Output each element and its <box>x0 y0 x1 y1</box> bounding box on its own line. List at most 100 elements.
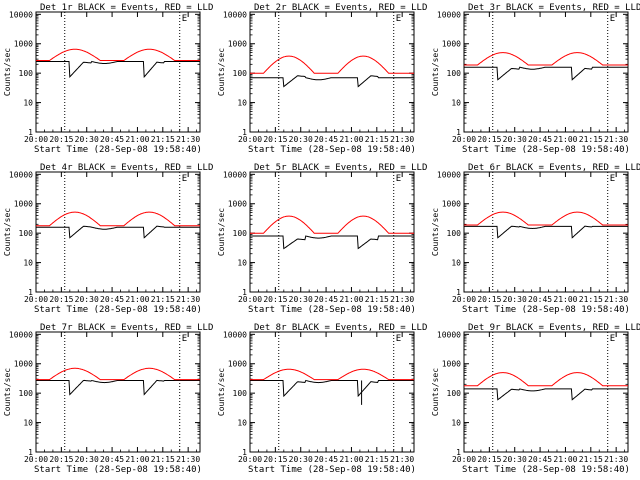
y-tick-label: 1000 <box>228 200 247 209</box>
plot-frame <box>35 11 201 133</box>
panel-title: Det 1r BLACK = Events, RED = LLD <box>40 3 213 13</box>
panel-marker: E <box>182 334 187 344</box>
plot-frame <box>463 331 629 453</box>
lld-series-line <box>464 372 628 387</box>
x-axis-label: Start Time (28-Sep-08 19:58:40) <box>462 305 630 315</box>
y-tick-label: 1 <box>28 448 33 457</box>
detector-panel-5: Det 5r BLACK = Events, RED = LLD 1 10 100 10… <box>217 163 427 315</box>
y-tick-label: 1000 <box>14 200 33 209</box>
x-tick-label: 20:15 <box>49 295 73 304</box>
events-series-line <box>36 60 200 78</box>
x-tick-label: 21:30 <box>390 455 414 464</box>
x-tick-label: 20:00 <box>238 135 262 144</box>
y-axis-label: Counts/sec <box>431 208 440 256</box>
panel-title: Det 4r BLACK = Events, RED = LLD <box>40 163 213 173</box>
y-axis-label: Counts/sec <box>3 208 12 256</box>
x-tick-label: 21:15 <box>151 295 175 304</box>
y-axis-label: Counts/sec <box>217 368 226 416</box>
plot-frame <box>35 331 201 453</box>
events-series-line <box>464 225 628 239</box>
plot-frame <box>35 171 201 293</box>
y-tick-label: 100 <box>19 69 34 78</box>
events-series-line <box>250 379 414 398</box>
panel-marker: E <box>182 174 187 184</box>
lld-series-line <box>250 215 414 234</box>
y-tick-label: 1000 <box>442 360 461 369</box>
x-tick-label: 20:45 <box>528 135 552 144</box>
events-series-line <box>36 379 200 396</box>
events-series-line <box>250 235 414 250</box>
y-tick-label: 10000 <box>9 330 33 339</box>
y-tick-label: 10 <box>23 419 33 428</box>
y-tick-label: 10000 <box>437 170 461 179</box>
x-tick-label: 20:00 <box>24 135 48 144</box>
y-axis-label: Counts/sec <box>431 368 440 416</box>
y-tick-label: 1 <box>28 128 33 137</box>
y-tick-label: 10 <box>451 99 461 108</box>
y-tick-label: 1000 <box>14 360 33 369</box>
y-tick-label: 1 <box>456 288 461 297</box>
x-tick-label: 20:00 <box>24 295 48 304</box>
x-tick-label: 21:30 <box>176 295 200 304</box>
y-tick-label: 10 <box>23 259 33 268</box>
x-tick-label: 20:30 <box>289 295 313 304</box>
y-tick-label: 1000 <box>442 200 461 209</box>
lld-series-line <box>36 367 200 381</box>
x-tick-label: 20:45 <box>100 455 124 464</box>
panel-title: Det 5r BLACK = Events, RED = LLD <box>254 163 427 173</box>
lld-series-line <box>250 368 414 381</box>
y-tick-label: 1 <box>456 128 461 137</box>
detector-panel-3: Det 3r BLACK = Events, RED = LLD 1 10 100 10… <box>431 3 640 155</box>
x-axis-label: Start Time (28-Sep-08 19:58:40) <box>34 305 202 315</box>
x-tick-label: 20:00 <box>452 455 476 464</box>
plot-frame <box>249 331 415 453</box>
x-axis-label: Start Time (28-Sep-08 19:58:40) <box>462 465 630 475</box>
y-tick-label: 100 <box>233 69 248 78</box>
x-tick-label: 21:00 <box>125 295 149 304</box>
x-tick-label: 21:15 <box>579 295 603 304</box>
y-tick-label: 1 <box>456 448 461 457</box>
panel-title: Det 7r BLACK = Events, RED = LLD <box>40 323 213 333</box>
panel-title: Det 6r BLACK = Events, RED = LLD <box>468 163 640 173</box>
lld-series-line <box>36 211 200 227</box>
panel-marker: E <box>182 14 187 24</box>
x-tick-label: 20:30 <box>503 455 527 464</box>
y-tick-label: 100 <box>447 389 462 398</box>
y-axis-label: Counts/sec <box>431 48 440 96</box>
y-tick-label: 100 <box>19 229 34 238</box>
x-tick-label: 20:15 <box>49 455 73 464</box>
x-tick-label: 21:00 <box>125 135 149 144</box>
y-tick-label: 10000 <box>9 10 33 19</box>
events-series-line <box>250 75 414 88</box>
detector-panel-2: Det 2r BLACK = Events, RED = LLD 1 10 100 10… <box>217 3 427 155</box>
panel-title: Det 2r BLACK = Events, RED = LLD <box>254 3 427 13</box>
y-tick-label: 1000 <box>228 40 247 49</box>
panel-marker: E <box>610 14 615 24</box>
lld-series-line <box>250 55 414 74</box>
x-tick-label: 21:00 <box>339 295 363 304</box>
y-axis-label: Counts/sec <box>3 368 12 416</box>
y-tick-label: 10 <box>451 259 461 268</box>
events-series-line <box>464 388 628 401</box>
x-axis-label: Start Time (28-Sep-08 19:58:40) <box>248 305 416 315</box>
x-tick-label: 21:15 <box>365 295 389 304</box>
x-tick-label: 20:30 <box>75 135 99 144</box>
x-tick-label: 21:15 <box>365 455 389 464</box>
detector-panel-6: Det 6r BLACK = Events, RED = LLD 1 10 100 10… <box>431 163 640 315</box>
y-tick-label: 100 <box>233 389 248 398</box>
x-tick-label: 20:00 <box>238 295 262 304</box>
x-tick-label: 21:00 <box>339 455 363 464</box>
x-tick-label: 20:15 <box>263 295 287 304</box>
plot-frame <box>249 171 415 293</box>
lld-series-line <box>36 48 200 61</box>
x-tick-label: 20:30 <box>503 295 527 304</box>
panel-marker: E <box>610 334 615 344</box>
x-tick-label: 20:15 <box>477 135 501 144</box>
y-tick-label: 1 <box>242 128 247 137</box>
detector-panel-4: Det 4r BLACK = Events, RED = LLD 1 10 100 10… <box>3 163 213 315</box>
x-tick-label: 21:30 <box>604 455 628 464</box>
x-axis-label: Start Time (28-Sep-08 19:58:40) <box>248 145 416 155</box>
x-tick-label: 21:30 <box>176 455 200 464</box>
plot-frame <box>249 11 415 133</box>
x-tick-label: 21:15 <box>365 135 389 144</box>
